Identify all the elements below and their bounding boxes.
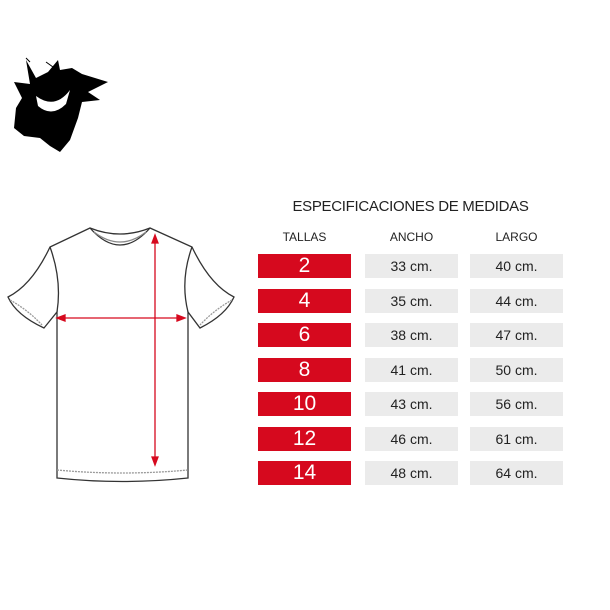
cell-ancho: 46 cm. [365, 426, 458, 451]
cell-largo: 44 cm. [470, 288, 563, 313]
cell-largo: 61 cm. [470, 426, 563, 451]
cell-talla: 10 [258, 392, 351, 416]
cell-largo: 40 cm. [470, 254, 563, 278]
ghost-logo [14, 57, 108, 152]
measure-arrows [55, 233, 187, 467]
cell-largo: 50 cm. [470, 357, 563, 382]
cell-ancho: 33 cm. [365, 254, 458, 278]
cell-largo: 47 cm. [470, 323, 563, 347]
chart-title: ESPECIFICACIONES DE MEDIDAS [292, 198, 529, 215]
header-ancho: ANCHO [389, 230, 434, 244]
cell-talla: 4 [258, 288, 351, 313]
cell-largo: 56 cm. [470, 392, 563, 416]
cell-largo: 64 cm. [470, 461, 563, 485]
cell-ancho: 38 cm. [365, 323, 458, 347]
cell-talla: 12 [258, 426, 351, 451]
cell-ancho: 41 cm. [365, 357, 458, 382]
cell-talla: 14 [258, 461, 351, 485]
cell-talla: 8 [258, 357, 351, 382]
cell-ancho: 48 cm. [365, 461, 458, 485]
cell-talla: 6 [258, 323, 351, 347]
cell-ancho: 35 cm. [365, 288, 458, 313]
header-tallas: TALLAS [282, 230, 327, 244]
cell-talla: 2 [258, 254, 351, 278]
tshirt-drawing [7, 227, 235, 483]
cell-ancho: 43 cm. [365, 392, 458, 416]
header-largo: LARGO [495, 230, 538, 244]
